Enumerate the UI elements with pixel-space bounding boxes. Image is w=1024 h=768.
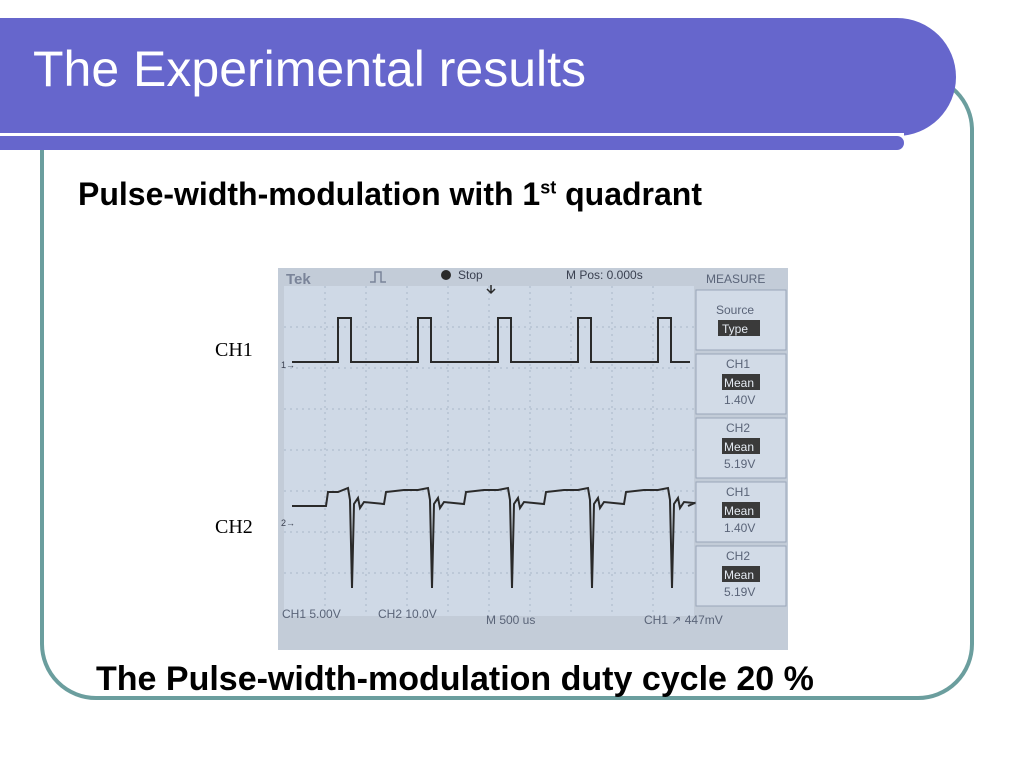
measurement-list: CH1 Mean 1.40V CH2 Mean 5.19V CH1 Mean 1.40V CH2 M…	[695, 353, 787, 607]
scope-mpos: M Pos: 0.000s	[566, 268, 643, 282]
ch2-label: CH2	[215, 516, 253, 538]
menu-type-label: Type	[722, 322, 748, 336]
measurement-channel: CH2	[726, 549, 750, 563]
scope-brand: Tek	[286, 271, 311, 288]
slide-subtitle: Pulse-width-modulation with 1st quadrant	[78, 176, 702, 213]
measurement-type: Mean	[724, 376, 754, 390]
trigger-readout: CH1 ↗ 447mV	[644, 613, 723, 627]
measurement-type: Mean	[724, 568, 754, 582]
menu-header	[696, 268, 788, 288]
ch1-waveform	[292, 317, 690, 363]
trigger-status-icon	[370, 271, 386, 283]
trigger-position-icon	[486, 285, 496, 295]
measurement-type-highlight	[722, 502, 760, 518]
menu-type-highlight	[718, 320, 760, 336]
title-underline	[0, 136, 904, 150]
ch2-scale: CH2 10.0V	[378, 607, 437, 621]
measurement-channel: CH1	[726, 485, 750, 499]
measurement-value: 5.19V	[724, 585, 755, 599]
measurement-type-highlight	[722, 374, 760, 390]
subtitle-suffix: quadrant	[556, 176, 702, 212]
title-underline-gap	[0, 133, 904, 136]
ch1-ground-marker: 1→	[281, 360, 295, 370]
measurement-type-highlight	[722, 438, 760, 454]
measurement-box[interactable]	[695, 545, 787, 607]
menu-title: MEASURE	[706, 272, 765, 286]
stop-indicator-icon	[441, 270, 451, 280]
scope-status: Stop	[458, 268, 483, 282]
ch2-waveform	[292, 486, 725, 589]
subtitle-superscript: st	[540, 177, 557, 198]
measurement-type-highlight	[722, 566, 760, 582]
measurement-type: Mean	[724, 440, 754, 454]
measurement-value: 5.19V	[724, 457, 755, 471]
measurement-type: Mean	[724, 504, 754, 518]
measurement-channel: CH2	[726, 421, 750, 435]
ch1-label: CH1	[215, 339, 253, 361]
menu-source-label: Source	[716, 303, 754, 317]
ch2-ground-marker: 2→	[281, 518, 295, 528]
oscilloscope-photo: Tek Stop M Pos: 0.000s MEASURE Source Ty…	[278, 268, 788, 650]
timebase: M 500 us	[486, 613, 535, 627]
measurement-value: 1.40V	[724, 393, 755, 407]
measurement-value: 1.40V	[724, 521, 755, 535]
measurement-channel: CH1	[726, 357, 750, 371]
title-bar	[0, 18, 956, 136]
slide-caption: The Pulse-width-modulation duty cycle 20…	[96, 660, 814, 698]
subtitle-text: Pulse-width-modulation with 1	[78, 176, 541, 212]
slide-title: The Experimental results	[33, 41, 587, 97]
ch1-scale: CH1 5.00V	[282, 607, 341, 621]
scope-grid	[284, 286, 694, 616]
